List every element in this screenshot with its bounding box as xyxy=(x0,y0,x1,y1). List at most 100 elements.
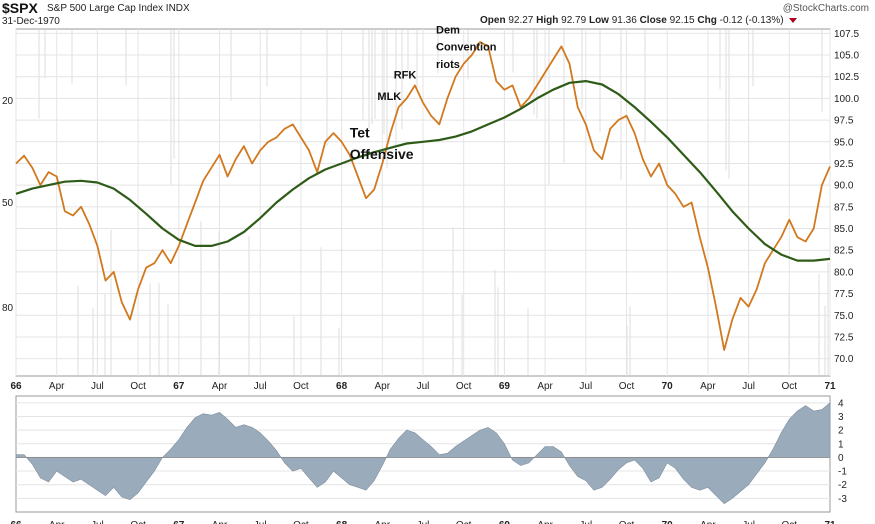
x-tick-label: Oct xyxy=(130,381,146,392)
x-tick-label: Apr xyxy=(700,381,716,392)
ohlc-readout: Open 92.27 High 92.79 Low 91.36 Close 92… xyxy=(480,15,798,26)
y-tick-label: -1 xyxy=(838,467,847,478)
x-tick-label: 69 xyxy=(499,520,511,524)
x-tick-label: Apr xyxy=(537,381,553,392)
y-tick-label: 90.0 xyxy=(834,181,854,192)
x-tick-label: 71 xyxy=(824,381,836,392)
y-tick-label: 85.0 xyxy=(834,224,854,235)
x-tick-label: 66 xyxy=(10,381,22,392)
y-tick-label: 97.5 xyxy=(834,116,854,127)
x-tick-label: Jul xyxy=(91,520,104,524)
x-tick-label: Oct xyxy=(130,520,146,524)
x-tick-label: 70 xyxy=(662,381,674,392)
x-tick-label: 71 xyxy=(824,520,836,524)
x-tick-label: Jul xyxy=(579,520,592,524)
x-tick-label: Jul xyxy=(579,381,592,392)
event-annotation: Dem xyxy=(436,24,460,36)
y-tick-label: 87.5 xyxy=(834,202,854,213)
x-tick-label: Oct xyxy=(293,381,309,392)
x-tick-label: Jul xyxy=(417,520,430,524)
exchange-label: INDX xyxy=(165,3,190,14)
symbol[interactable]: $SPX xyxy=(2,0,38,16)
x-tick-label: Apr xyxy=(49,381,65,392)
y-tick-label: 2 xyxy=(838,426,844,437)
left-axis-label: 50 xyxy=(2,198,14,209)
y-tick-label: 1 xyxy=(838,439,844,450)
x-tick-label: 68 xyxy=(336,520,348,524)
moving-average-line xyxy=(15,79,831,262)
x-tick-label: Oct xyxy=(782,381,798,392)
left-axis-label: 20 xyxy=(2,96,14,107)
down-arrow-icon xyxy=(789,17,798,23)
open-label: Open xyxy=(480,15,506,26)
x-tick-label: 68 xyxy=(336,381,348,392)
event-annotation: riots xyxy=(436,59,460,71)
x-tick-label: Oct xyxy=(293,520,309,524)
x-tick-label: Jul xyxy=(742,520,755,524)
x-tick-label: Apr xyxy=(375,381,391,392)
x-tick-label: Oct xyxy=(456,520,472,524)
y-tick-label: -3 xyxy=(838,494,847,505)
low-label: Low xyxy=(588,15,609,26)
x-tick-label: Apr xyxy=(375,520,391,524)
x-tick-label: Apr xyxy=(700,520,716,524)
oscillator-area xyxy=(15,402,831,505)
y-tick-label: 95.0 xyxy=(834,137,854,148)
price-panel: 70.0 72.5 75.0 77.5 80.0 82.5 85.0 87.5 90.0 92.5… xyxy=(2,24,859,392)
x-tick-label: 66 xyxy=(10,520,22,524)
x-tick-label: Apr xyxy=(212,381,228,392)
y-tick-label: 4 xyxy=(838,398,844,409)
x-tick-label: Apr xyxy=(49,520,65,524)
event-annotation: Offensive xyxy=(350,146,414,162)
x-tick-label: 69 xyxy=(499,381,511,392)
price-line xyxy=(15,41,831,351)
open-value: 92.27 xyxy=(508,15,534,26)
y-tick-label: 70.0 xyxy=(834,354,854,365)
event-annotation: MLK xyxy=(377,91,401,103)
y-tick-label: 0 xyxy=(838,453,844,464)
x-tick-label: Jul xyxy=(254,381,267,392)
y-tick-label: 105.0 xyxy=(834,51,859,62)
y-tick-label: 100.0 xyxy=(834,94,859,105)
x-tick-label: Apr xyxy=(212,520,228,524)
y-tick-label: 80.0 xyxy=(834,267,854,278)
y-tick-label: -2 xyxy=(838,480,847,491)
x-tick-label: Jul xyxy=(742,381,755,392)
x-tick-label: Jul xyxy=(254,520,267,524)
high-label: High xyxy=(536,15,559,26)
close-label: Close xyxy=(639,15,667,26)
event-annotation: RFK xyxy=(394,69,417,81)
y-tick-label: 72.5 xyxy=(834,332,854,343)
y-tick-label: 75.0 xyxy=(834,311,854,322)
low-value: 91.36 xyxy=(611,15,637,26)
x-tick-label: Oct xyxy=(619,520,635,524)
y-tick-label: 77.5 xyxy=(834,289,854,300)
x-tick-label: Oct xyxy=(619,381,635,392)
y-tick-label: 107.5 xyxy=(834,29,859,40)
x-tick-label: 70 xyxy=(662,520,674,524)
oscillator-panel: -3 -2 -1 0 1 2 3 4 66 Apr Jul Oct 67 Apr Jul Oct 68 Apr Ju… xyxy=(10,395,847,524)
x-tick-label: 67 xyxy=(173,520,185,524)
x-tick-label: Apr xyxy=(537,520,553,524)
event-annotation: Convention xyxy=(436,42,497,54)
x-tick-label: Jul xyxy=(91,381,104,392)
event-annotation: Tet xyxy=(350,124,370,140)
x-tick-label: 67 xyxy=(173,381,185,392)
index-title: S&P 500 Large Cap Index xyxy=(47,3,164,14)
left-axis-label: 80 xyxy=(2,303,14,314)
watermark: @StockCharts.com xyxy=(782,3,869,14)
chg-value: -0.12 (-0.13%) xyxy=(719,15,784,26)
x-tick-label: Oct xyxy=(782,520,798,524)
x-tick-label: Oct xyxy=(456,381,472,392)
y-tick-label: 82.5 xyxy=(834,246,854,257)
chg-label: Chg xyxy=(697,15,717,26)
close-value: 92.15 xyxy=(669,15,695,26)
y-tick-label: 92.5 xyxy=(834,159,854,170)
y-tick-label: 3 xyxy=(838,412,844,423)
x-tick-label: Jul xyxy=(417,381,430,392)
chart-date: 31-Dec-1970 xyxy=(2,16,60,27)
index-name: S&P 500 Large Cap Index INDX xyxy=(47,3,190,14)
y-tick-label: 102.5 xyxy=(834,72,859,83)
high-value: 92.79 xyxy=(561,15,587,26)
